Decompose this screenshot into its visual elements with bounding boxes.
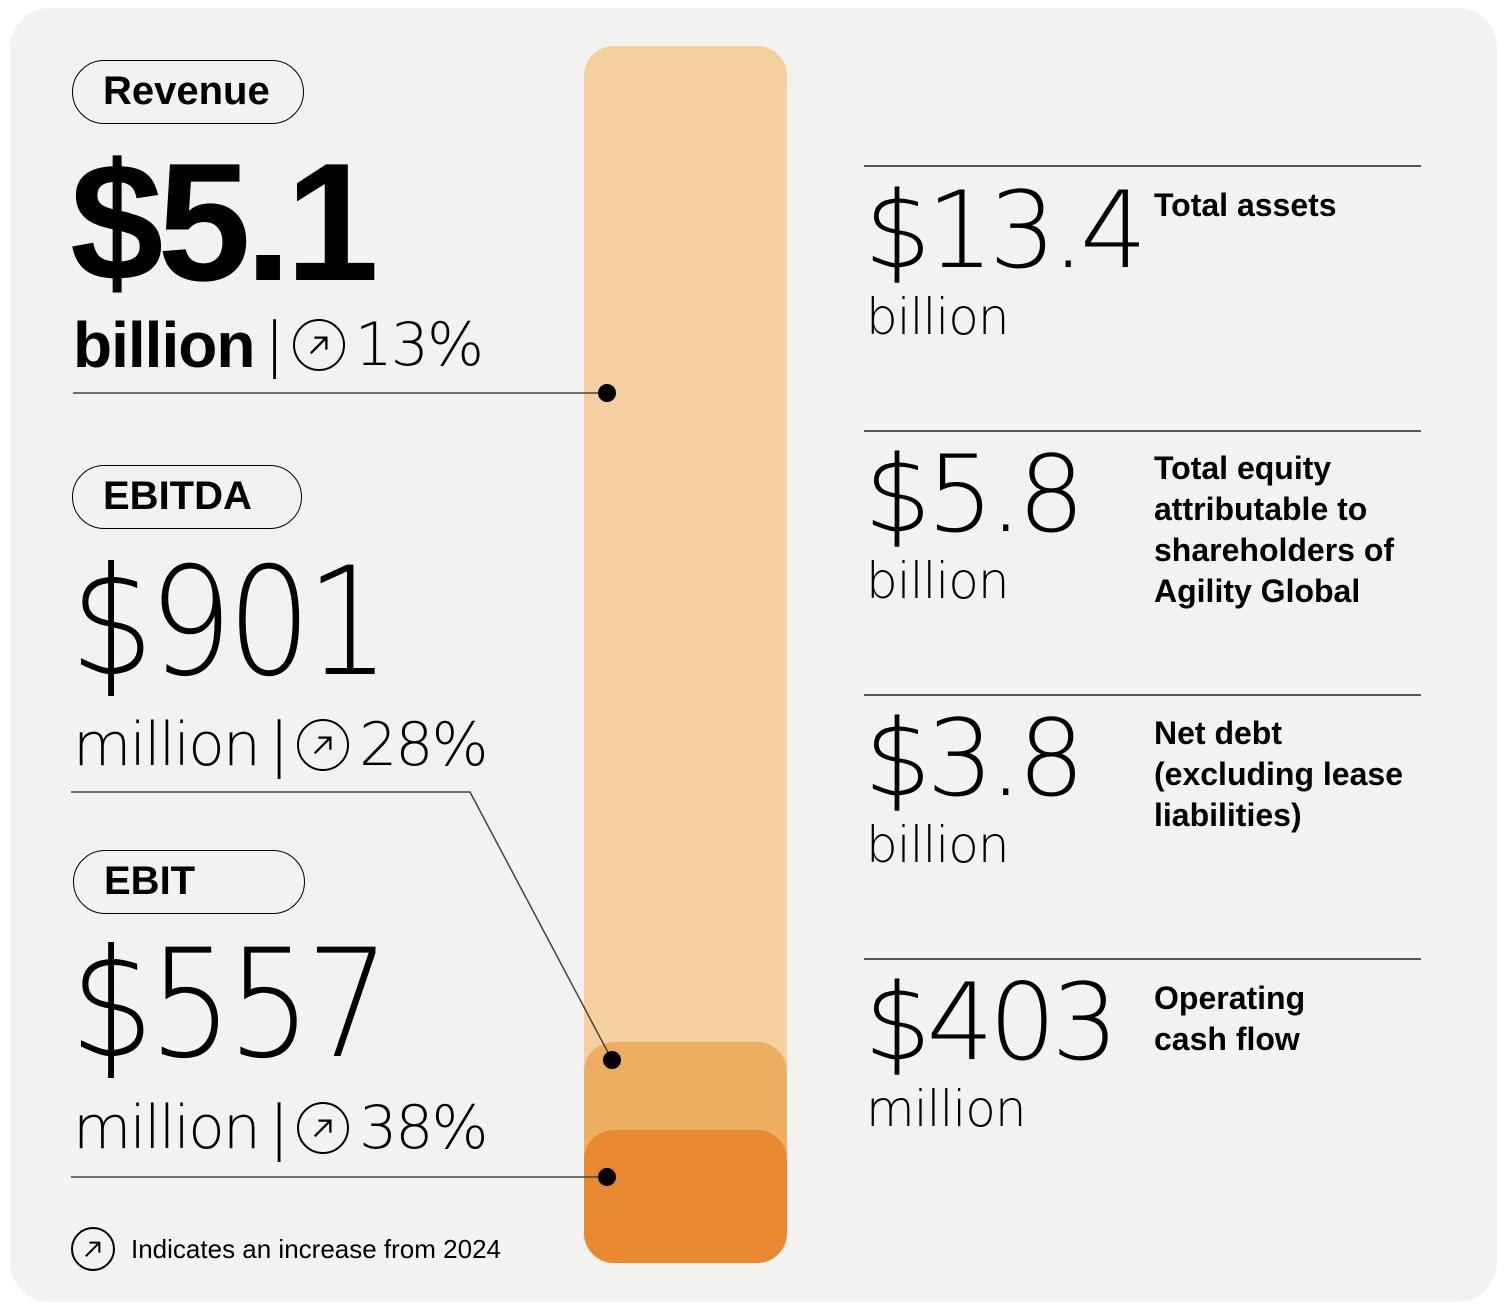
total-assets-label: Total assets xyxy=(1154,187,1337,223)
total-assets-value: $13.4 xyxy=(864,169,1147,292)
revenue-unit: billion xyxy=(73,309,255,381)
operating-cash-flow-label: Operating cash flow xyxy=(1154,980,1306,1057)
arrow-up-right-circle-icon xyxy=(292,319,345,371)
ebitda-value: $901 xyxy=(70,536,390,710)
ebit-unit: million xyxy=(73,1093,261,1163)
total-equity-label: Total equity attributable to shareholder… xyxy=(1154,450,1395,609)
total-equity-unit: billion xyxy=(866,552,1010,610)
legend: Indicates an increase from 2024 xyxy=(71,1227,501,1271)
separator: | xyxy=(264,310,284,380)
ebit-change: 38% xyxy=(359,1093,488,1163)
total-assets-unit: billion xyxy=(866,288,1010,346)
divider xyxy=(864,694,1421,696)
revenue-value: $5.1 xyxy=(70,128,379,316)
ebitda-dot xyxy=(603,1051,621,1069)
ebitda-change: 28% xyxy=(359,710,488,780)
separator: | xyxy=(268,710,289,780)
arrow-up-right-circle-icon xyxy=(71,1227,115,1271)
arrow-up-right-circle-icon xyxy=(297,719,350,771)
ebit-dot xyxy=(598,1168,616,1186)
net-debt-label: Net debt (excluding lease liabilities) xyxy=(1154,715,1403,833)
ebitda-pill: EBITDA xyxy=(72,465,302,529)
separator: | xyxy=(268,1093,289,1163)
ebitda-connector xyxy=(71,791,613,1061)
revenue-dot xyxy=(598,384,616,402)
divider xyxy=(864,958,1421,960)
net-debt-value: $3.8 xyxy=(864,697,1085,820)
divider xyxy=(864,165,1421,167)
operating-cash-flow-unit: million xyxy=(866,1080,1027,1138)
ebit-pill: EBIT xyxy=(73,850,305,914)
legend-text: Indicates an increase from 2024 xyxy=(131,1233,501,1264)
revenue-pill: Revenue xyxy=(72,60,304,124)
arrow-up-right-circle-icon xyxy=(297,1102,350,1154)
ebitda-unit: million xyxy=(73,710,261,780)
revenue-change: 13% xyxy=(354,310,484,380)
ebit-value: $557 xyxy=(70,918,390,1092)
divider xyxy=(864,430,1421,432)
total-equity-value: $5.8 xyxy=(864,433,1085,556)
ebit-bar xyxy=(584,1130,787,1263)
operating-cash-flow-value: $403 xyxy=(864,961,1119,1084)
net-debt-unit: billion xyxy=(866,816,1010,874)
